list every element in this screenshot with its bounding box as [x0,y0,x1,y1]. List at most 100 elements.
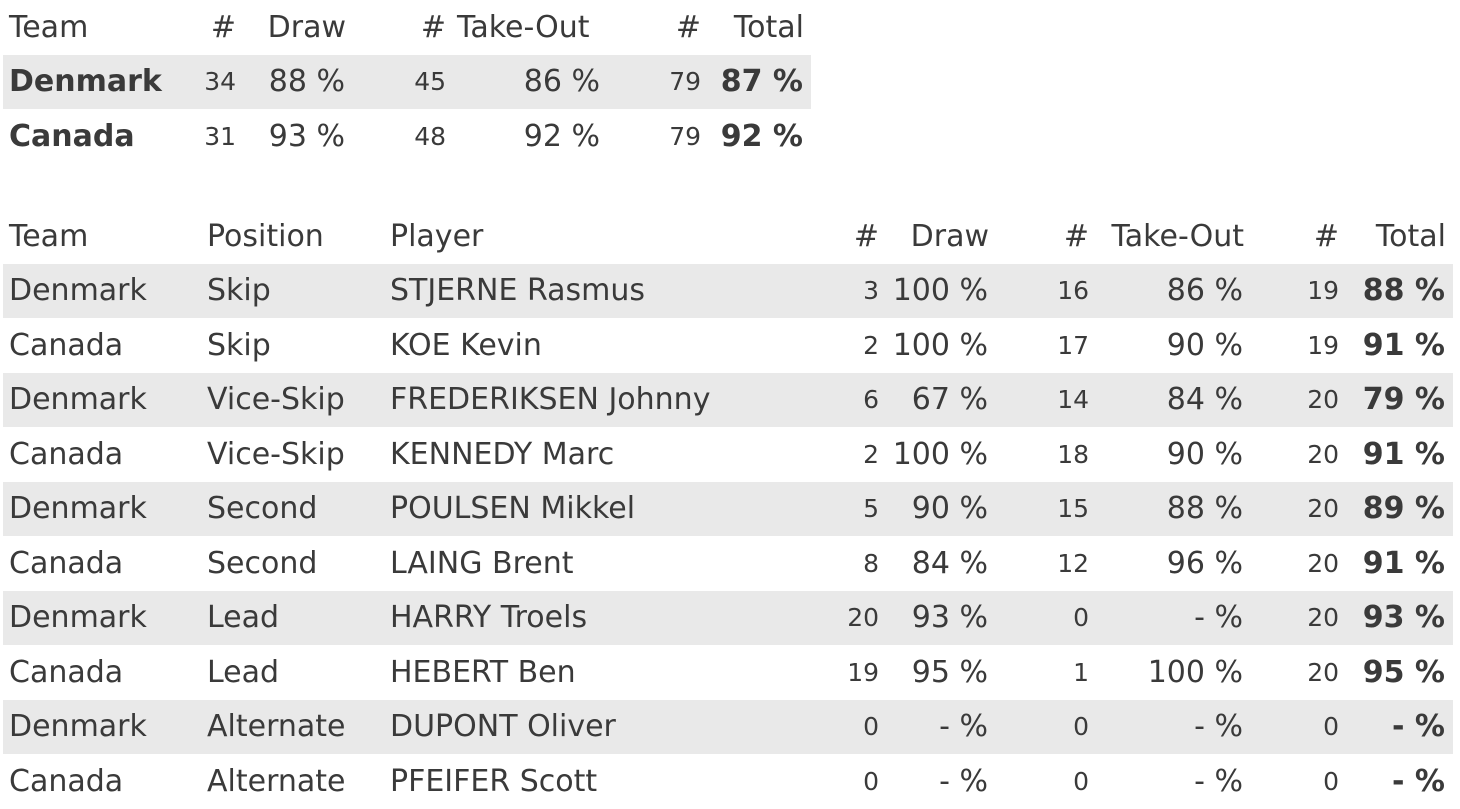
takeout-count: 48 [414,121,446,151]
draw-count: 3 [839,263,886,318]
takeout-count: 18 [1057,439,1089,469]
player-name: HEBERT Ben [390,654,576,690]
table-row: Denmark Lead HARRY Troels 20 93 % 0- % 20 93 % [3,590,1453,645]
team-name: Denmark [3,699,201,754]
takeout-percent: 90 % [1166,436,1243,472]
player-name: PFEIFER Scott [390,763,598,799]
takeout-percent: 100 % [1147,654,1243,690]
team-name: Canada [9,118,135,154]
takeout-count: 12 [1057,548,1089,578]
total-percent: 93 % [1346,590,1453,645]
team-name: Canada [9,327,124,363]
total-percent: 91 % [1362,436,1445,472]
table-row: Denmark Second POULSEN Mikkel 5 90 % 15 88 % 20… [3,481,1453,536]
position: Alternate [201,699,384,754]
takeout-percent: 96 % [1166,545,1243,581]
draw-percent: 100 % [892,436,988,472]
draw-count: 31 [204,121,236,151]
player-stats-table: Team Position Player # Draw # Take-Out #… [3,209,1453,809]
total-count: 20 [1307,548,1339,578]
total-percent: 89 % [1346,481,1453,536]
header-takeout-count: # [420,9,446,45]
table-row: Canada Vice-Skip KENNEDY Marc 2 100 % 18 90 % 2… [3,427,1453,482]
total-count: 0 [1251,699,1346,754]
takeout-percent: 86 % [453,54,608,109]
draw-percent: 88 % [243,54,353,109]
total-count: 0 [1323,766,1339,796]
draw-percent: 100 % [886,263,996,318]
player-name: HARRY Troels [384,590,839,645]
draw-count: 6 [839,372,886,427]
header-draw-count: # [210,9,236,45]
team-name: Denmark [3,590,201,645]
table-row: Denmark Skip STJERNE Rasmus 3 100 % 16 86 % 19 8… [3,263,1453,318]
takeout-count: 45 [353,54,453,109]
position: Lead [201,590,384,645]
total-percent: 91 % [1362,327,1445,363]
draw-percent: 100 % [892,327,988,363]
total-percent: 88 % [1346,263,1453,318]
position: Skip [201,263,384,318]
table-row: Canada 31 93 % 48 92 % 79 92 % [3,109,811,164]
position: Second [207,545,318,581]
draw-count: 2 [863,330,879,360]
draw-percent: 93 % [268,118,345,154]
takeout-count: 14 [996,372,1096,427]
player-name: POULSEN Mikkel [384,481,839,536]
takeout-count: 1 [1073,657,1089,687]
header-total-count: # [1313,218,1339,254]
table-row: Denmark Vice-Skip FREDERIKSEN Johnny 6 67 % 1… [3,372,1453,427]
header-draw: Draw [267,9,346,45]
draw-count: 20 [839,590,886,645]
table-row: Denmark 34 88 % 45 86 % 79 87 % [3,54,811,109]
draw-percent: 95 % [911,654,988,690]
position: Skip [207,327,271,363]
header-team: Team [9,218,89,254]
header-draw-count: # [853,218,879,254]
takeout-percent: - % [1096,590,1251,645]
takeout-count: 16 [996,263,1096,318]
header-player: Player [390,218,484,254]
header-total: Total [733,9,804,45]
draw-count: 0 [863,766,879,796]
table-row: Denmark Alternate DUPONT Oliver 0- % 0- % 0- … [3,699,1453,754]
player-name: KOE Kevin [390,327,542,363]
header-team: Team [9,9,89,45]
player-name: FREDERIKSEN Johnny [384,372,839,427]
team-name: Denmark [3,54,198,109]
draw-count: 8 [863,548,879,578]
draw-count: 34 [198,54,243,109]
header-position: Position [207,218,324,254]
header-takeout: Take-Out [1111,218,1244,254]
takeout-percent: - % [1194,763,1243,799]
total-count: 20 [1307,439,1339,469]
draw-count: 2 [863,439,879,469]
takeout-percent: 86 % [1096,263,1251,318]
header-takeout: Take-Out [457,9,590,45]
draw-count: 0 [839,699,886,754]
draw-percent: 93 % [886,590,996,645]
takeout-count: 0 [996,699,1096,754]
team-name: Canada [9,654,124,690]
position: Lead [207,654,280,690]
total-percent: - % [1392,763,1445,799]
team-name: Canada [9,763,124,799]
draw-percent: 90 % [886,481,996,536]
takeout-count: 17 [1057,330,1089,360]
takeout-percent: 90 % [1166,327,1243,363]
takeout-count: 0 [996,590,1096,645]
team-name: Denmark [3,263,201,318]
total-percent: 87 % [708,54,811,109]
position: Vice-Skip [207,436,345,472]
total-percent: 92 % [720,118,803,154]
takeout-count: 15 [996,481,1096,536]
total-count: 79 [608,54,708,109]
position: Vice-Skip [201,372,384,427]
draw-percent: - % [886,699,996,754]
table-row: Canada Skip KOE Kevin 2 100 % 17 90 % 19 91 % [3,318,1453,373]
total-count: 20 [1307,657,1339,687]
total-count: 79 [669,121,701,151]
player-name: DUPONT Oliver [384,699,839,754]
team-summary-table: Team # Draw # Take-Out # Total Denmark 3… [3,0,811,164]
team-name: Denmark [3,481,201,536]
